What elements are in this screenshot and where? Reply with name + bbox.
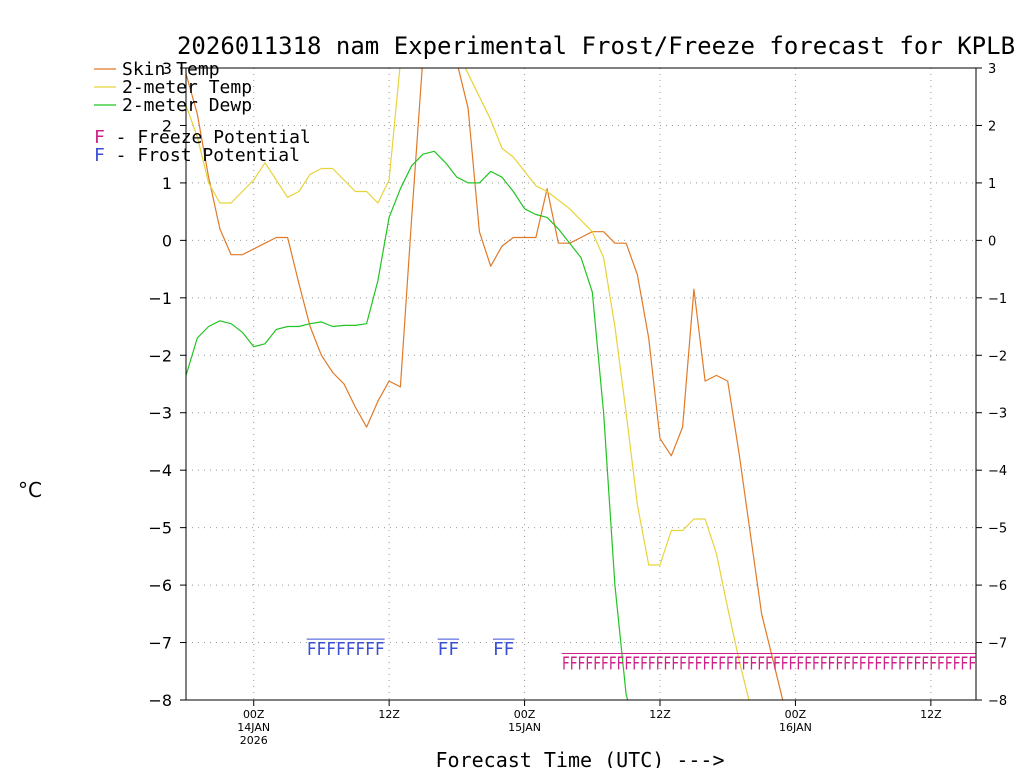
- y-tick-label-left: −1: [148, 289, 172, 308]
- potential-legend-entry: F - Freeze Potential: [94, 127, 311, 148]
- y-tick-label-right: 3: [988, 62, 996, 77]
- y-axis-label: °C: [18, 478, 42, 502]
- y-tick-label-left: 0: [162, 231, 172, 250]
- frost-marker-text: FF: [493, 639, 514, 660]
- y-tick-label-right: −3: [988, 407, 1007, 422]
- legend-label: 2-meter Dewp: [122, 95, 252, 116]
- x-tick-label: 00Z: [514, 708, 536, 721]
- x-axis-label: Forecast Time (UTC) --->: [436, 748, 725, 768]
- y-tick-label-right: 0: [988, 234, 996, 249]
- x-tick-label: 00Z: [243, 708, 265, 721]
- y-tick-label-left: −5: [148, 519, 172, 538]
- y-axis-right: 3 2 1 0 −1 −2 −3 −4 −5 −6 −7 −8: [976, 62, 1007, 709]
- y-tick-label-left: −8: [148, 691, 172, 710]
- potential-legend-entry: F - Frost Potential: [94, 145, 300, 166]
- y-tick-label-right: −5: [988, 522, 1007, 537]
- y-tick-label-left: 1: [162, 174, 172, 193]
- legend-label: Skin Temp: [122, 59, 220, 80]
- y-tick-label-right: −4: [988, 464, 1007, 479]
- data-series: [186, 68, 784, 700]
- x-tick-year-label: 2026: [240, 734, 268, 747]
- y-tick-label-left: 3: [162, 59, 172, 78]
- frost-marker-text: FF: [438, 639, 459, 660]
- plot-frame: [185, 67, 977, 701]
- y-tick-label-left: −7: [148, 634, 172, 653]
- x-axis: 00Z14JAN202612Z00Z15JAN12Z00Z16JAN12Z00Z…: [237, 700, 942, 747]
- frost-marker-text: FFFFFFFF: [307, 639, 385, 660]
- grid-lines: [186, 68, 976, 700]
- y-tick-label-right: 2: [988, 119, 996, 134]
- series-line-skin-temp: [186, 68, 784, 700]
- y-tick-label-right: 1: [988, 177, 996, 192]
- chart-title: 2026011318 nam Experimental Frost/Freeze…: [177, 32, 1015, 60]
- y-tick-label-right: −6: [988, 579, 1007, 594]
- y-tick-label-left: 2: [162, 116, 172, 135]
- y-tick-label-left: −3: [148, 404, 172, 423]
- y-tick-label-right: −8: [988, 694, 1007, 709]
- series-line-2-meter-temp: [186, 68, 750, 700]
- legend-label: 2-meter Temp: [122, 77, 252, 98]
- y-axis-left: 3 2 1 0 −1 −2 −3 −4 −5 −6 −7 −8: [148, 59, 186, 710]
- y-tick-label-right: −1: [988, 292, 1007, 307]
- y-tick-label-left: −6: [148, 576, 172, 595]
- y-tick-label-left: −2: [148, 346, 172, 365]
- x-tick-label: 00Z: [785, 708, 807, 721]
- x-tick-label: 12Z: [920, 708, 942, 721]
- potential-markers: FFFFFFFF FF FFFFFFFFFFFFFFFFFFFFFFFFFFFFFF…: [306, 638, 976, 675]
- x-tick-label: 12Z: [649, 708, 671, 721]
- series-line-2-meter-dewp: [186, 150, 629, 700]
- x-tick-label: 12Z: [378, 708, 400, 721]
- freeze-marker-text: FFFFFFFFFFFFFFFFFFFFFFFFFFFFFFFFFFFFFFFF…: [562, 654, 976, 675]
- y-tick-label-right: −2: [988, 349, 1007, 364]
- y-tick-label-left: −4: [148, 461, 172, 480]
- x-tick-date-label: 16JAN: [779, 721, 812, 734]
- x-tick-date-label: 14JAN: [237, 721, 270, 734]
- y-tick-label-right: −7: [988, 637, 1007, 652]
- x-tick-date-label: 15JAN: [508, 721, 541, 734]
